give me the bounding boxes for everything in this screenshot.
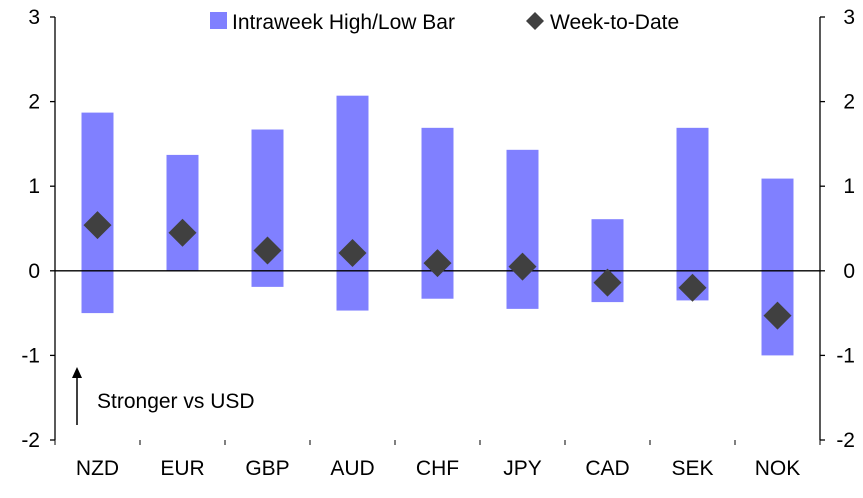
legend: Intraweek High/Low Bar Week-to-Date — [210, 11, 679, 34]
x-tick-label: EUR — [160, 457, 204, 480]
range-bar-aud — [336, 95, 369, 311]
diamond-marker-nok — [763, 301, 792, 330]
range-bar-sek — [676, 127, 709, 301]
x-tick-label: NOK — [755, 457, 801, 480]
range-bar-eur — [166, 154, 199, 271]
x-tick-label: AUD — [330, 457, 374, 480]
y2-tick-label: 1 — [843, 175, 855, 198]
x-tick-label: CHF — [416, 457, 459, 480]
diamond-marker-sek — [678, 273, 707, 302]
legend-swatch-diamond — [526, 12, 544, 30]
diamond-marker-eur — [168, 218, 197, 247]
y-tick-label: 2 — [28, 91, 40, 114]
y-tick-label: -1 — [21, 344, 40, 367]
y-tick-label: -2 — [21, 429, 40, 452]
legend-label-bar: Intraweek High/Low Bar — [232, 11, 455, 34]
y-tick-label: 1 — [28, 175, 40, 198]
diamond-marker-cad — [593, 268, 622, 297]
y2-tick-label: -2 — [836, 429, 855, 452]
y2-tick-label: 0 — [843, 260, 855, 283]
y2-tick-label: 2 — [843, 91, 855, 114]
x-tick-label: GBP — [245, 457, 289, 480]
diamond-marker-nzd — [83, 211, 112, 240]
range-bar-jpy — [506, 149, 539, 309]
diamond-marker-gbp — [253, 236, 282, 265]
week-to-date-markers — [83, 211, 792, 330]
y-tick-label: 0 — [28, 260, 40, 283]
arrow-head-icon — [72, 367, 82, 378]
legend-label-diamond: Week-to-Date — [550, 11, 679, 34]
diamond-marker-chf — [423, 249, 452, 278]
x-tick-label: JPY — [503, 457, 542, 480]
y-tick-label: 3 — [28, 6, 40, 29]
y2-tick-label: 3 — [843, 6, 855, 29]
x-tick-label: NZD — [76, 457, 119, 480]
annotation: Stronger vs USD — [72, 367, 255, 425]
x-tick-label: CAD — [585, 457, 629, 480]
x-tick-label: SEK — [671, 457, 713, 480]
y2-tick-label: -1 — [836, 344, 855, 367]
legend-swatch-bar — [210, 12, 227, 29]
annotation-text: Stronger vs USD — [97, 390, 255, 413]
diamond-marker-jpy — [508, 252, 537, 281]
diamond-marker-aud — [338, 239, 367, 268]
